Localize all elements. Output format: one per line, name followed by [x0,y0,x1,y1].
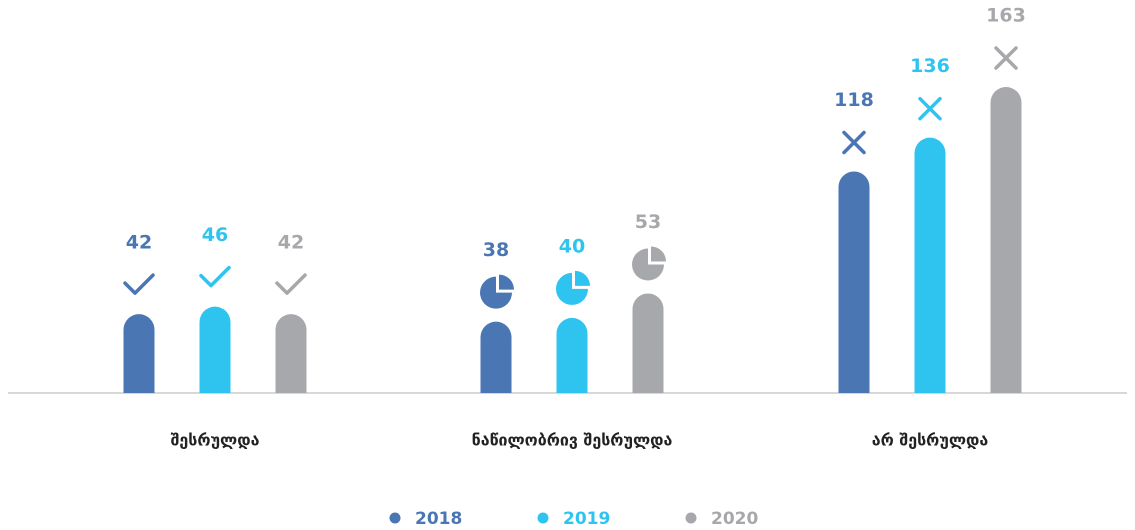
check-icon [275,273,307,295]
legend-marker [389,512,401,524]
legend-label: 2019 [563,509,610,529]
pie-icon [480,276,512,309]
value-label: 136 [910,55,950,77]
bar [632,293,664,393]
x-icon [918,96,942,121]
check-icon [199,265,231,288]
legend-marker [685,512,697,524]
value-label: 40 [559,235,585,257]
pie-icon [499,274,514,290]
x-tick-label: არ შესრულდა [872,431,989,450]
legend-label: 2020 [711,509,758,529]
value-label: 118 [834,89,874,111]
x-icon [994,46,1018,70]
check-icon [123,273,155,295]
x-icon [842,130,866,155]
pie-icon [575,270,590,286]
bar [199,306,231,393]
value-label: 46 [202,224,228,246]
pie-icon [632,248,664,281]
pie-icon [651,246,666,262]
bar [480,321,512,393]
value-label: 163 [986,5,1026,27]
bar [990,87,1022,393]
x-tick-label: შესრულდა [171,431,260,450]
value-label: 42 [278,232,304,254]
bar [838,171,870,393]
bar [275,314,307,393]
pie-icon [556,272,588,305]
bar [914,137,946,393]
bar [123,314,155,393]
bar [556,317,588,393]
value-label: 42 [126,232,152,254]
value-label: 53 [635,211,661,233]
value-label: 38 [483,239,509,261]
x-tick-label: ნაწილობრივ შესრულდა [472,431,673,450]
legend-marker [537,512,549,524]
legend-label: 2018 [415,509,462,529]
